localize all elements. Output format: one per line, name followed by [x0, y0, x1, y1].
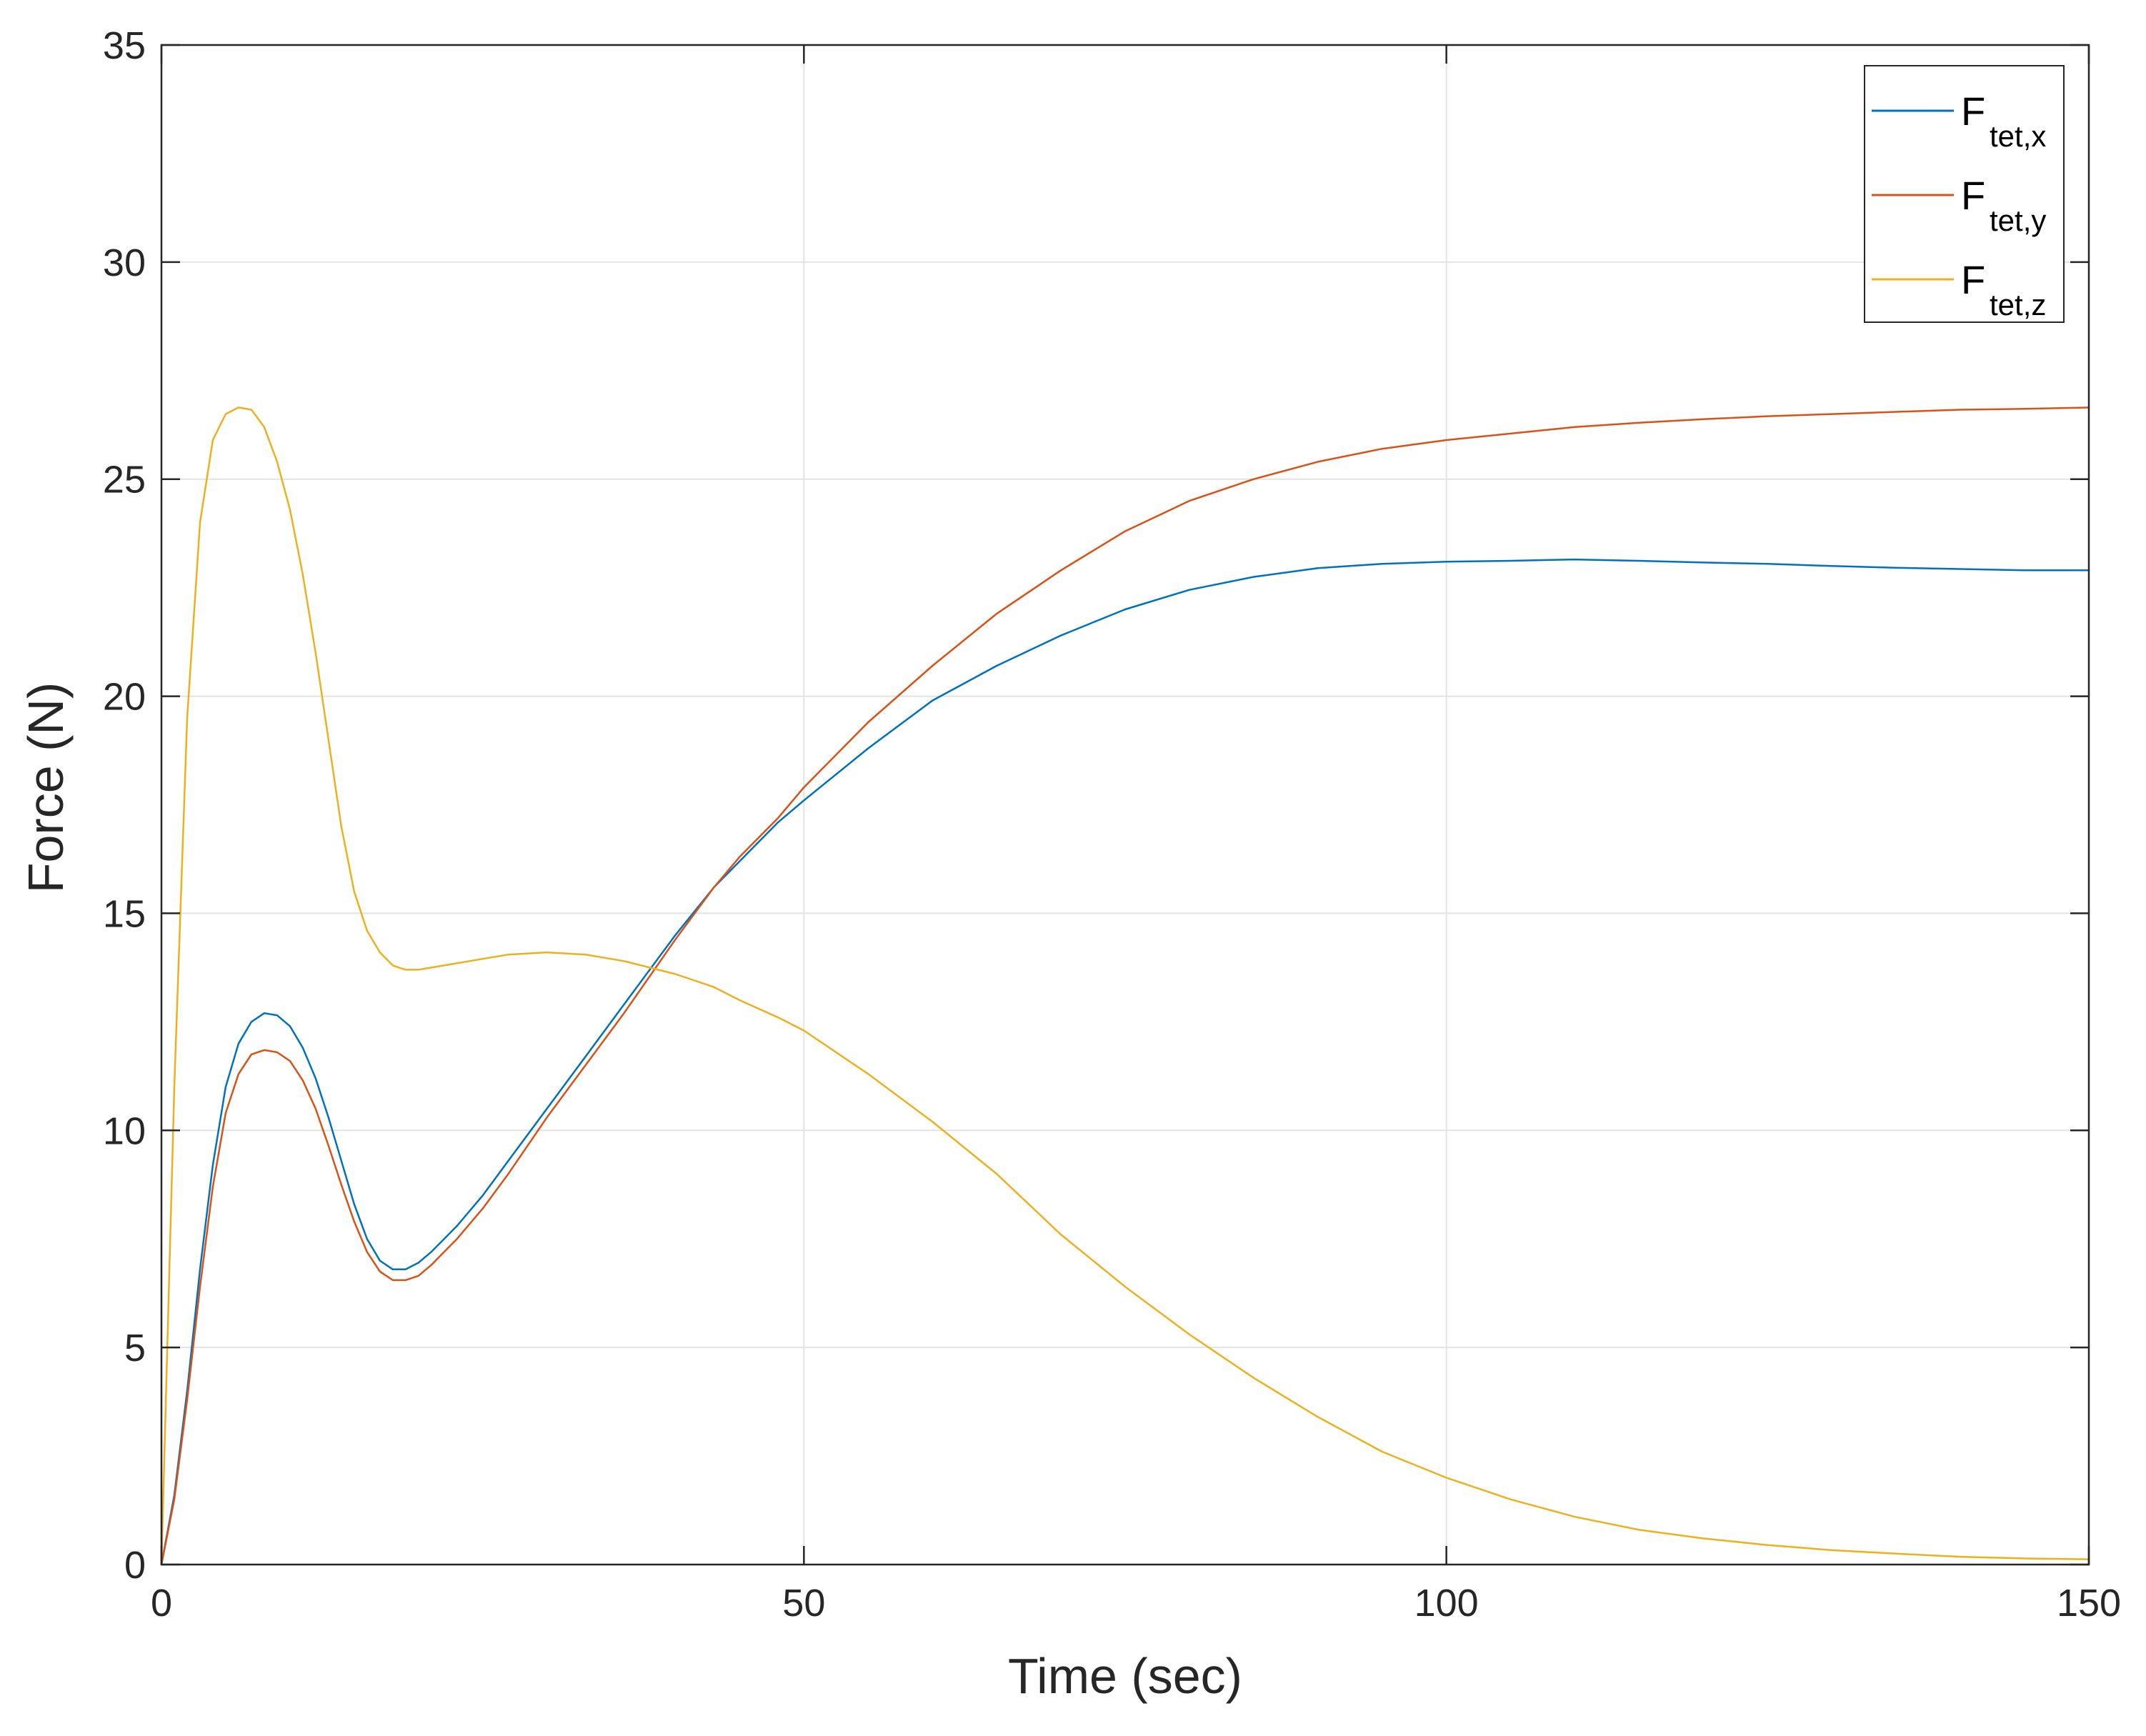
- tick-labels: 0 50 100 150 0 5 10 15 20 25 30 35: [103, 24, 2121, 1625]
- y-tick-label: 20: [103, 676, 146, 719]
- x-tick-label: 0: [151, 1582, 172, 1625]
- y-tick-label: 25: [103, 459, 146, 502]
- plot-series: [160, 406, 2090, 1565]
- y-tick-label: 10: [103, 1109, 146, 1152]
- y-tick-label: 15: [103, 892, 146, 935]
- legend-entry-subscript: tet,y: [1990, 204, 2046, 237]
- legend-entry-label: F: [1961, 173, 1985, 218]
- x-tick-label: 100: [1414, 1582, 1479, 1625]
- axes: [160, 44, 2090, 1566]
- y-tick-label: 35: [103, 24, 146, 67]
- plot-frame: [160, 44, 2090, 1566]
- x-axis-label: Time (sec): [1008, 1648, 1242, 1704]
- y-axis-label: Force (N): [18, 682, 74, 894]
- series-line-tet-y: [160, 406, 2090, 1565]
- x-tick-label: 50: [782, 1582, 825, 1625]
- legend-entry-label: F: [1961, 257, 1985, 302]
- y-tick-label: 5: [124, 1327, 146, 1370]
- series-line-tet-x: [160, 558, 2089, 1565]
- legend-entry-subscript: tet,x: [1990, 119, 2046, 153]
- legend-entry-subscript: tet,z: [1990, 288, 2046, 321]
- series-line-tet-z: [160, 406, 2090, 1565]
- y-tick-label: 30: [103, 241, 146, 284]
- legend-entry-label: F: [1961, 89, 1985, 134]
- x-tick-label: 150: [2057, 1582, 2121, 1625]
- y-tick-label: 0: [124, 1544, 146, 1587]
